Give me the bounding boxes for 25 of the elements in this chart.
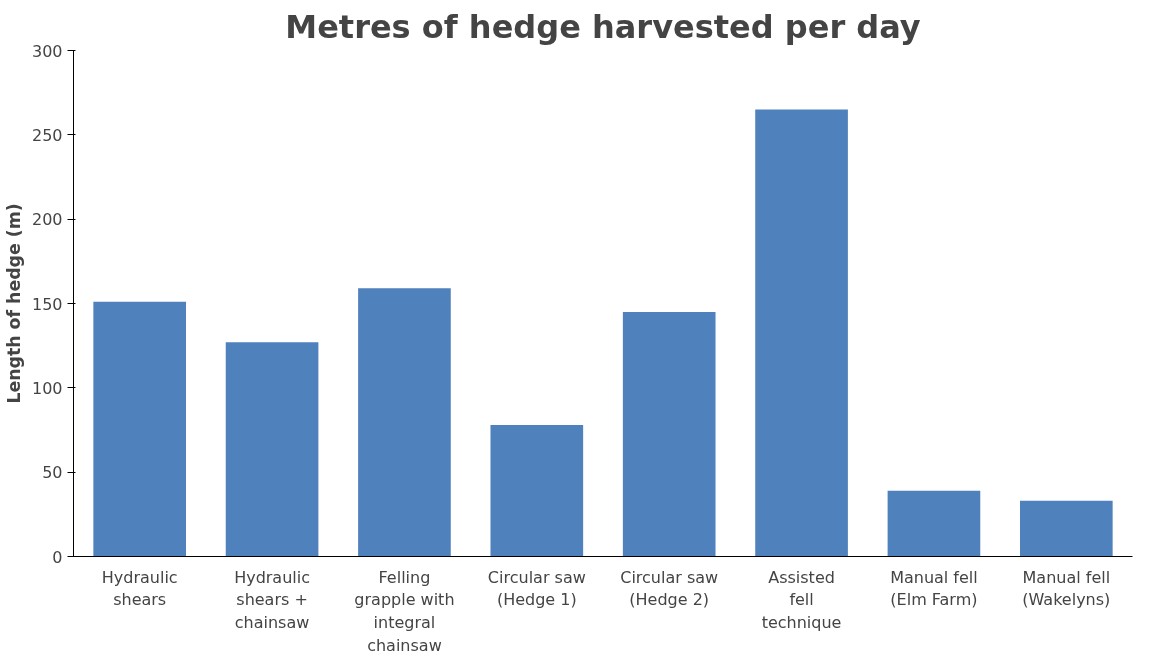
x-tick-label: Hydraulic shears + chainsaw: [234, 567, 310, 633]
bar: [225, 342, 319, 557]
bar: [622, 311, 716, 557]
bar: [490, 424, 584, 557]
x-tick-label: Circular saw (Hedge 2): [620, 567, 719, 610]
x-tick-label: Manual fell (Elm Farm): [890, 567, 978, 610]
y-axis-title: Length of hedge (m): [3, 203, 24, 404]
bar: [358, 288, 451, 557]
bar: [1019, 500, 1113, 557]
y-tick-label: 100: [31, 378, 63, 398]
y-tick-label: 250: [31, 125, 63, 145]
x-tick-label: Hydraulic shears: [101, 567, 178, 610]
x-tick-label: Manual fell (Wakelyns): [1022, 567, 1111, 610]
x-tick-label: Assisted fell technique: [761, 567, 842, 633]
y-tick-label: 0: [52, 547, 63, 567]
y-tick-label: 150: [31, 294, 63, 314]
x-tick-label: Circular saw (Hedge 1): [487, 567, 586, 610]
bar: [755, 109, 848, 557]
bar: [93, 301, 187, 557]
y-tick-label: 200: [31, 210, 63, 230]
y-tick-label: 300: [31, 41, 63, 61]
y-tick-label: 50: [42, 463, 63, 483]
x-tick-label: Felling grapple with integral chainsaw: [354, 567, 455, 655]
chart-title: Metres of hedge harvested per day: [285, 7, 921, 46]
bar: [887, 490, 981, 557]
